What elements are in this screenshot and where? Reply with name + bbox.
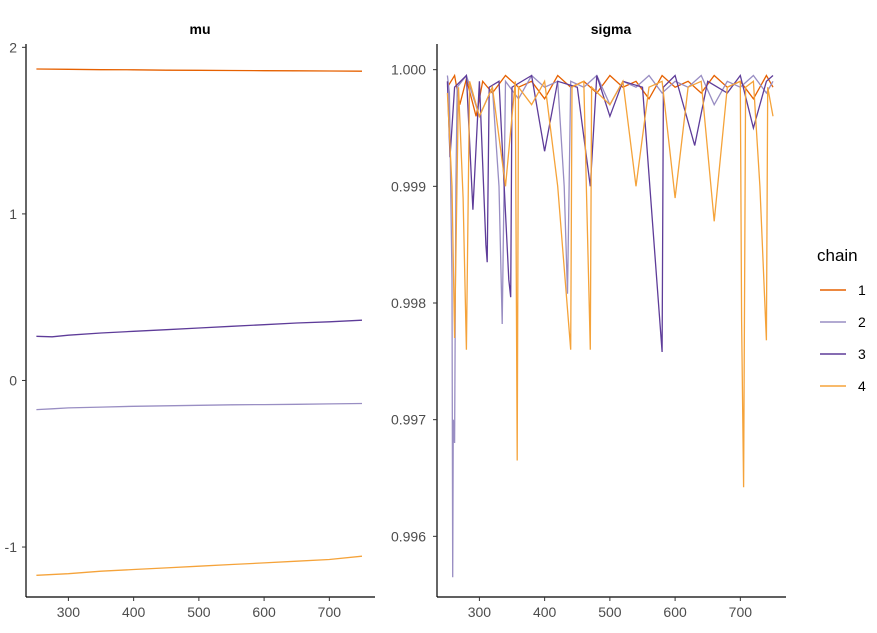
mu-y-tick-label: -1 <box>5 539 18 555</box>
legend-label-chain-2: 2 <box>858 314 866 330</box>
sigma-x-tick-label: 500 <box>598 604 622 620</box>
mu-x-tick-label: 600 <box>252 604 276 620</box>
mu-x-tick-label: 500 <box>187 604 211 620</box>
sigma-series-chain-2 <box>446 74 774 578</box>
mu-series-chain-1 <box>36 68 363 72</box>
sigma-series-chain-3 <box>446 74 774 353</box>
mu-x-tick-label: 400 <box>122 604 146 620</box>
sigma-panel: sigma 0.996 0.997 0.998 0.999 1.000 300 400 500… <box>391 21 786 620</box>
legend-label-chain-1: 1 <box>858 282 866 298</box>
sigma-x-tick-label: 400 <box>533 604 557 620</box>
mu-panel: mu -1 0 1 2 300 400 500 600 700 <box>5 21 375 620</box>
chain-legend: chain 1 2 3 4 <box>817 246 866 394</box>
sigma-y-tick-label: 1.000 <box>391 62 426 78</box>
mu-y-tick-label: 1 <box>9 206 17 222</box>
legend-label-chain-3: 3 <box>858 346 866 362</box>
sigma-series-chain-1 <box>446 73 774 117</box>
legend-label-chain-4: 4 <box>858 378 866 394</box>
mu-series-chain-4 <box>36 555 363 576</box>
sigma-x-tick-label: 600 <box>663 604 687 620</box>
mu-y-tick-label: 2 <box>9 39 17 55</box>
mu-x-tick-label: 700 <box>318 604 342 620</box>
mu-x-tick-label: 300 <box>57 604 81 620</box>
mu-series-chain-3 <box>36 319 363 338</box>
mu-series-chain-2 <box>36 402 363 411</box>
mu-y-tick-label: 0 <box>9 372 17 388</box>
sigma-y-tick-label: 0.996 <box>391 528 426 544</box>
legend-title: chain <box>817 246 858 265</box>
sigma-y-tick-label: 0.997 <box>391 412 426 428</box>
sigma-y-tick-label: 0.999 <box>391 178 426 194</box>
sigma-x-tick-label: 700 <box>729 604 753 620</box>
sigma-y-tick-label: 0.998 <box>391 295 426 311</box>
mu-panel-title: mu <box>190 21 211 37</box>
sigma-panel-title: sigma <box>591 21 632 37</box>
sigma-series-chain-4 <box>446 79 774 488</box>
sigma-x-tick-label: 300 <box>468 604 492 620</box>
